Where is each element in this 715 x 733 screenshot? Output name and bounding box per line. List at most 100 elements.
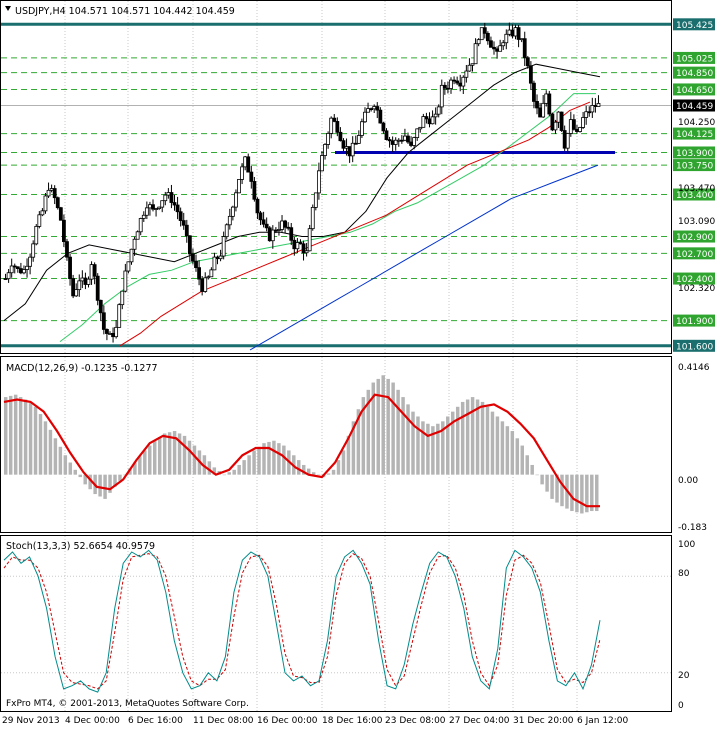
macd-histogram-bar [8,395,13,475]
macd-histogram-bar [33,406,38,475]
candle-body [65,241,69,258]
candle-body [22,269,26,274]
candle-body [286,226,291,229]
moving-average-line [249,164,599,351]
macd-histogram-bar [455,406,460,475]
stoch-title: Stoch(13,3,3) 52.6654 40.9579 [6,541,155,552]
candle-body [37,214,42,227]
candle-body [320,155,324,172]
candle-body [338,131,343,142]
candle-body [568,119,573,134]
candle-body [593,105,598,107]
watermark: FxPro MT4, © 2001-2013, MetaQuotes Softw… [6,699,249,709]
candle-body [341,140,346,149]
candle-body [556,111,561,123]
price-label-box [673,51,715,64]
macd-histogram-bar [421,421,425,475]
candle-body [129,248,134,263]
candle-body [522,38,527,59]
price-label-text: 102.400 [676,275,713,285]
macd-histogram-bar [510,431,515,475]
candlesticks [3,22,601,343]
macd-histogram-bar [595,474,599,512]
price-label-text: 102.700 [676,250,713,260]
macd-histogram-bar [133,462,137,475]
macd-histogram-bar [505,426,510,475]
candle-body [212,256,217,271]
candle-body [117,304,122,328]
macd-histogram-bar [585,474,589,513]
price-label-text: 103.400 [676,191,713,201]
candle-body [264,223,269,229]
candle-body [553,121,558,131]
macd-histogram-bar [446,416,450,475]
candle-body [206,276,211,279]
time-label: 6 Dec 16:00 [128,716,183,726]
stochastic-series [1,549,671,693]
candle-body [372,106,377,110]
macd-tick-label: 0.00 [678,476,698,486]
candle-body [108,332,112,335]
macd-histogram-bar [98,474,102,497]
candle-body [154,208,158,210]
candle-body [304,250,309,254]
macd-histogram-bar [441,421,445,475]
candle-body [323,144,327,156]
candle-body [335,121,340,133]
price-label-box [673,188,715,201]
macd-histogram-bar [242,460,246,475]
candle-body [329,117,334,134]
time-axis: 29 Nov 2013 4 Dec 00:00 6 Dec 16:00 11 D… [2,716,629,726]
macd-histogram-bar [500,421,505,475]
moving-average-line [3,63,601,321]
candle-body [166,192,171,196]
macd-signal-line [3,393,600,508]
candle-body [535,101,539,109]
candle-body [332,117,337,122]
macd-histogram-bar [182,435,187,475]
macd-histogram-bar [451,411,455,475]
macd-histogram-bar [153,440,157,475]
macd-histogram-bar [306,468,311,475]
macd-histogram-bar [73,469,77,475]
candle-body [356,135,361,144]
candle-body [467,64,472,72]
candle-body [393,139,398,145]
price-label-box [673,159,715,172]
candle-body [353,142,358,145]
price-panel-frame [0,0,672,354]
candle-body [473,43,478,65]
macd-histogram-bar [267,441,271,475]
macd-histogram-bar [212,467,217,475]
macd-histogram-bar [366,389,371,475]
macd-histogram-bar [172,431,177,475]
candle-body [418,126,423,130]
symbol-header: USDJPY,H4 104.571 104.571 104.442 104.45… [15,6,235,17]
candle-body [160,200,165,208]
macd-histogram-bar [351,421,356,475]
macd-histogram-bar [401,397,405,475]
candle-body [187,235,192,255]
macd-histogram-bar [356,409,361,475]
candle-body [255,198,260,214]
price-tick-label: 102.320 [678,284,715,294]
candle-body [452,79,456,82]
candle-body [92,264,97,277]
candle-body [387,139,392,142]
candle-body [504,33,509,44]
candle-body [433,113,438,118]
macd-histogram-bar [43,421,48,475]
candle-body [135,231,140,240]
price-tick-label: 104.250 [678,118,715,128]
macd-histogram-bar [222,474,226,476]
candle-body [203,277,208,292]
macd-histogram-bar [560,474,564,507]
macd-histogram-bar [490,411,495,475]
candle-body [415,128,420,138]
candle-body [559,111,564,131]
macd-histogram-bar [157,437,162,475]
candle-body [191,253,195,262]
price-label-box [673,146,715,159]
macd-series [3,375,600,514]
